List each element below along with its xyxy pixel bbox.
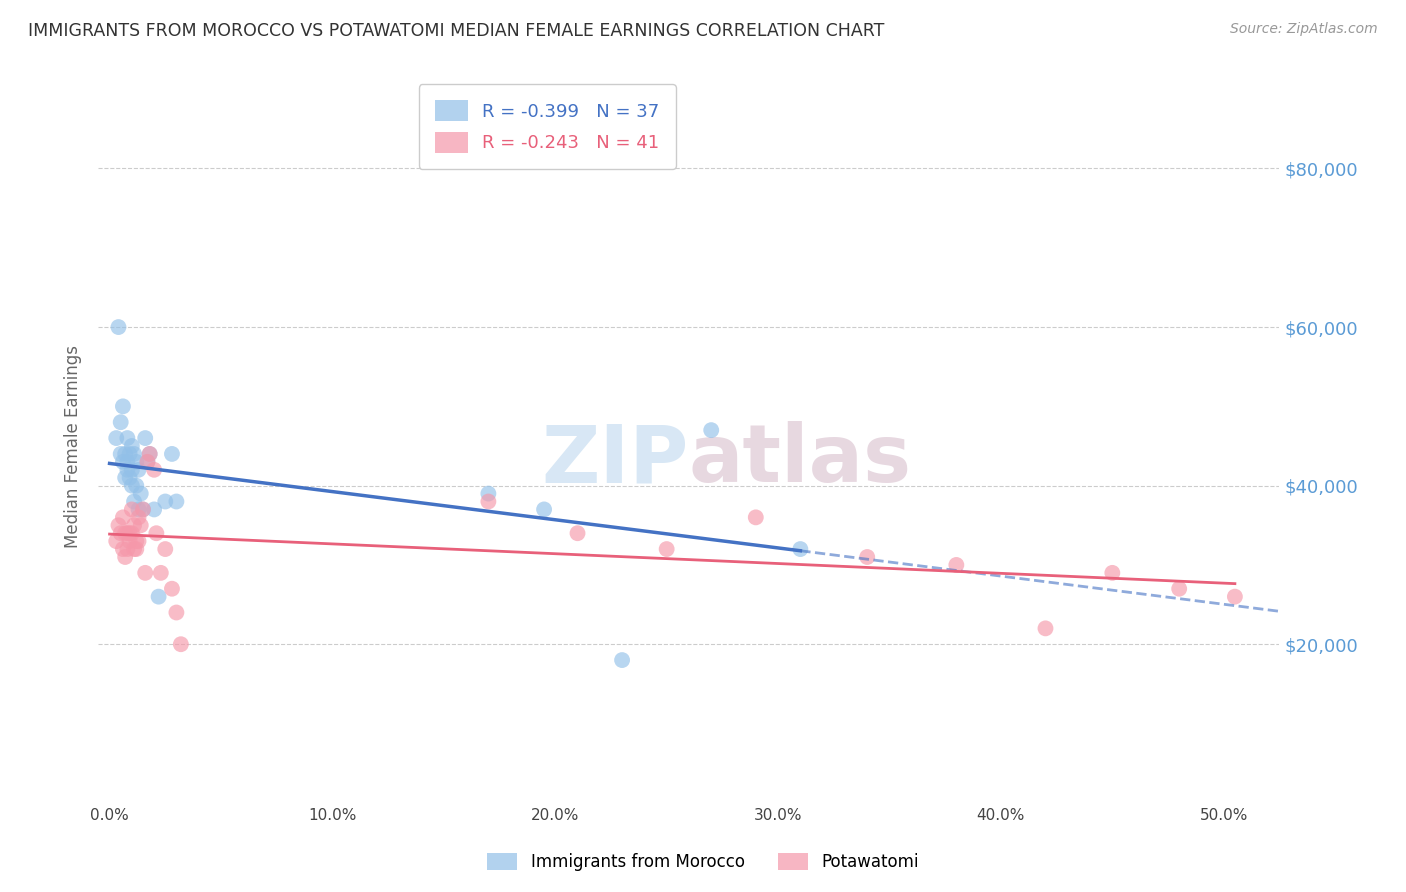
- Point: [155, 494, 177, 508]
- Point: [533, 502, 555, 516]
- Point: [118, 526, 141, 541]
- Text: IMMIGRANTS FROM MOROCCO VS POTAWATOMI MEDIAN FEMALE EARNINGS CORRELATION CHART: IMMIGRANTS FROM MOROCCO VS POTAWATOMI ME…: [28, 22, 884, 40]
- Point: [160, 447, 183, 461]
- Point: [121, 463, 143, 477]
- Point: [118, 471, 141, 485]
- Point: [122, 542, 145, 557]
- Point: [145, 526, 167, 541]
- Point: [105, 431, 128, 445]
- Point: [143, 463, 166, 477]
- Point: [136, 455, 159, 469]
- Point: [945, 558, 967, 572]
- Point: [134, 566, 156, 580]
- Point: [111, 455, 134, 469]
- Point: [107, 320, 129, 334]
- Point: [117, 542, 139, 557]
- Point: [165, 494, 187, 508]
- Point: [132, 502, 155, 516]
- Point: [114, 549, 136, 564]
- Point: [655, 542, 678, 557]
- Point: [125, 455, 148, 469]
- Point: [856, 549, 879, 564]
- Point: [1101, 566, 1123, 580]
- Point: [105, 534, 128, 549]
- Point: [117, 455, 139, 469]
- Point: [128, 463, 150, 477]
- Point: [125, 534, 148, 549]
- Point: [138, 447, 160, 461]
- Point: [132, 502, 155, 516]
- Text: atlas: atlas: [689, 421, 912, 500]
- Point: [110, 447, 132, 461]
- Point: [114, 447, 136, 461]
- Point: [1168, 582, 1191, 596]
- Point: [110, 415, 132, 429]
- Point: [789, 542, 811, 557]
- Point: [110, 526, 132, 541]
- Point: [117, 463, 139, 477]
- Point: [121, 502, 143, 516]
- Point: [477, 486, 499, 500]
- Point: [117, 431, 139, 445]
- Point: [477, 494, 499, 508]
- Point: [125, 478, 148, 492]
- Point: [155, 542, 177, 557]
- Point: [125, 542, 148, 557]
- Point: [136, 455, 159, 469]
- Point: [149, 566, 172, 580]
- Point: [122, 518, 145, 533]
- Point: [567, 526, 589, 541]
- Point: [111, 510, 134, 524]
- Point: [165, 606, 187, 620]
- Point: [128, 534, 150, 549]
- Point: [129, 518, 152, 533]
- Point: [117, 526, 139, 541]
- Point: [138, 447, 160, 461]
- Point: [1223, 590, 1246, 604]
- Point: [121, 439, 143, 453]
- Point: [129, 486, 152, 500]
- Point: [118, 447, 141, 461]
- Point: [148, 590, 170, 604]
- Point: [143, 502, 166, 516]
- Point: [111, 400, 134, 414]
- Point: [160, 582, 183, 596]
- Point: [134, 431, 156, 445]
- Point: [128, 510, 150, 524]
- Point: [128, 502, 150, 516]
- Legend: Immigrants from Morocco, Potawatomi: Immigrants from Morocco, Potawatomi: [479, 845, 927, 880]
- Point: [118, 534, 141, 549]
- Y-axis label: Median Female Earnings: Median Female Earnings: [65, 344, 83, 548]
- Text: Source: ZipAtlas.com: Source: ZipAtlas.com: [1230, 22, 1378, 37]
- Point: [114, 471, 136, 485]
- Point: [114, 526, 136, 541]
- Point: [610, 653, 633, 667]
- Legend: R = -0.399   N = 37, R = -0.243   N = 41: R = -0.399 N = 37, R = -0.243 N = 41: [419, 84, 675, 169]
- Point: [122, 494, 145, 508]
- Point: [121, 478, 143, 492]
- Point: [111, 542, 134, 557]
- Point: [1035, 621, 1057, 635]
- Point: [745, 510, 768, 524]
- Point: [121, 526, 143, 541]
- Point: [107, 518, 129, 533]
- Point: [700, 423, 723, 437]
- Point: [122, 447, 145, 461]
- Text: ZIP: ZIP: [541, 421, 689, 500]
- Point: [170, 637, 193, 651]
